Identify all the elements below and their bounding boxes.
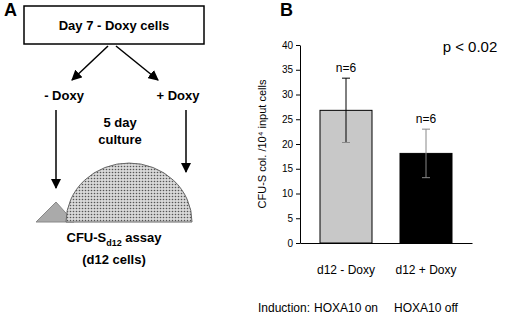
culture-label: culture xyxy=(98,132,141,147)
error-cap xyxy=(342,78,350,79)
induction-label: HOXA10 on xyxy=(314,301,378,315)
y-tick-label: 0 xyxy=(287,238,293,249)
y-tick-mark xyxy=(296,45,300,46)
y-tick-mark xyxy=(296,95,300,96)
culture-label: 5 day xyxy=(103,115,137,130)
arrow xyxy=(185,110,187,172)
induction-label: HOXA10 off xyxy=(394,301,458,315)
arrow xyxy=(72,46,108,80)
assay-main: CFU-S xyxy=(67,230,107,245)
y-tick: 5 xyxy=(287,213,300,224)
y-tick: 30 xyxy=(282,89,300,100)
y-tick: 0 xyxy=(287,238,300,249)
y-tick-label: 25 xyxy=(282,114,294,125)
y-tick-label: 10 xyxy=(282,188,294,199)
n-label: n=6 xyxy=(336,61,357,75)
arrow xyxy=(116,46,158,80)
branch-label: - Doxy xyxy=(44,88,85,103)
y-tick: 25 xyxy=(282,114,300,125)
n-label: n=6 xyxy=(416,112,437,126)
branch-label: + Doxy xyxy=(157,88,201,103)
x-axis-line xyxy=(301,243,473,244)
y-tick-mark xyxy=(296,243,300,244)
panel-b: B 0 5 10 15 20 25 30 35 40 d12 - Doxy d12 + Doxy CFU… xyxy=(256,0,497,315)
error-bar xyxy=(426,129,427,178)
y-tick-label: 35 xyxy=(282,64,294,75)
assay-rest: assay xyxy=(122,230,163,245)
panel-label: A xyxy=(4,0,17,20)
panel-a: A Day 7 - Doxy cells - Doxy + Doxy 5 day cult… xyxy=(4,0,204,267)
y-tick: 15 xyxy=(282,163,300,174)
figure: A Day 7 - Doxy cells - Doxy + Doxy 5 day cult… xyxy=(0,0,520,321)
assay-sub: d12 xyxy=(106,238,122,248)
error-cap xyxy=(422,177,430,178)
assay-label: CFU-Sd12 assay xyxy=(67,230,163,248)
y-tick-label: 20 xyxy=(282,139,294,150)
p-value: p < 0.02 xyxy=(443,38,498,55)
y-axis-line xyxy=(300,46,301,244)
x-tick: d12 - Doxy xyxy=(317,243,375,277)
error-bar xyxy=(346,78,347,142)
y-tick-label: 40 xyxy=(282,40,294,51)
x-tick: d12 + Doxy xyxy=(395,243,456,277)
y-tick: 10 xyxy=(282,188,300,199)
y-tick-mark xyxy=(296,144,300,145)
y-tick-mark xyxy=(296,218,300,219)
y-tick-label: 30 xyxy=(282,89,294,100)
y-tick-mark xyxy=(296,119,300,120)
y-tick-mark xyxy=(296,70,300,71)
induction-title: Induction: xyxy=(258,301,310,315)
plot-area xyxy=(320,78,452,243)
cells-label: (d12 cells) xyxy=(82,252,146,267)
panel-label: B xyxy=(280,0,293,20)
source-label: Day 7 - Doxy cells xyxy=(59,18,170,33)
colony-large xyxy=(66,163,192,222)
y-tick: 35 xyxy=(282,64,300,75)
x-axis: d12 - Doxy d12 + Doxy xyxy=(301,243,473,277)
source-box xyxy=(24,6,204,44)
y-axis-title: CFU-S col. /10⁴ input cells xyxy=(256,79,268,208)
x-tick-label: d12 - Doxy xyxy=(317,263,375,277)
x-tick-label: d12 + Doxy xyxy=(395,263,456,277)
error-cap xyxy=(342,142,350,143)
y-axis: 0 5 10 15 20 25 30 35 40 xyxy=(282,40,301,249)
y-tick: 20 xyxy=(282,139,300,150)
y-tick-label: 5 xyxy=(287,213,293,224)
error-cap xyxy=(422,129,430,130)
y-tick-mark xyxy=(296,169,300,170)
y-tick-mark xyxy=(296,194,300,195)
arrow xyxy=(55,110,57,188)
y-tick-label: 15 xyxy=(282,163,294,174)
y-tick: 40 xyxy=(282,40,300,51)
